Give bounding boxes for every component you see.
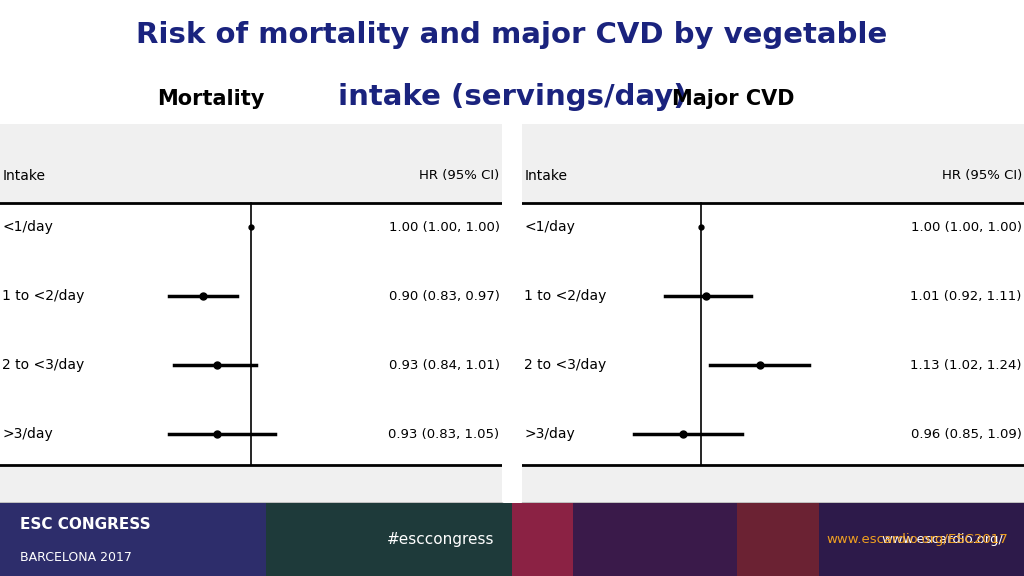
Text: HR (95% CI): HR (95% CI) <box>419 169 500 182</box>
Text: Risk of mortality and major CVD by vegetable: Risk of mortality and major CVD by veget… <box>136 21 888 49</box>
Text: P-trend=0.38: P-trend=0.38 <box>885 532 969 545</box>
Text: >3/day: >3/day <box>2 427 53 441</box>
Text: 1.00 (1.00, 1.00): 1.00 (1.00, 1.00) <box>388 221 500 234</box>
Text: 1 to <2/day: 1 to <2/day <box>524 289 606 304</box>
Text: P-trend=0.12: P-trend=0.12 <box>352 532 436 545</box>
Bar <box>266 503 512 576</box>
Text: intake (servings/day): intake (servings/day) <box>338 83 686 111</box>
Bar <box>522 203 1024 465</box>
Text: 1.00 (1.00, 1.00): 1.00 (1.00, 1.00) <box>910 221 1022 234</box>
Bar <box>512 503 573 576</box>
Text: 1 to <2/day: 1 to <2/day <box>2 289 85 304</box>
Text: 0.96 (0.85, 1.09): 0.96 (0.85, 1.09) <box>911 427 1022 441</box>
Text: Intake: Intake <box>524 169 567 183</box>
Text: Mortality: Mortality <box>157 89 264 109</box>
Text: 0.93 (0.83, 1.05): 0.93 (0.83, 1.05) <box>388 427 500 441</box>
Text: <1/day: <1/day <box>2 221 53 234</box>
Bar <box>0 203 502 465</box>
Text: >3/day: >3/day <box>524 427 575 441</box>
Text: 2 to <3/day: 2 to <3/day <box>524 358 606 372</box>
Bar <box>0 503 266 576</box>
Text: #esccongress: #esccongress <box>387 532 494 547</box>
Text: Major CVD: Major CVD <box>672 89 795 109</box>
Bar <box>819 503 1024 576</box>
Text: BARCELONA 2017: BARCELONA 2017 <box>20 551 132 564</box>
Text: 2 to <3/day: 2 to <3/day <box>2 358 85 372</box>
Text: ESC CONGRESS: ESC CONGRESS <box>20 517 152 532</box>
Text: <1/day: <1/day <box>524 221 575 234</box>
Text: 0.93 (0.84, 1.01): 0.93 (0.84, 1.01) <box>388 359 500 372</box>
Text: HR (95% CI): HR (95% CI) <box>941 169 1022 182</box>
Text: 0.90 (0.83, 0.97): 0.90 (0.83, 0.97) <box>389 290 500 303</box>
Text: Intake: Intake <box>2 169 45 183</box>
Bar <box>737 503 819 576</box>
Text: 1.13 (1.02, 1.24): 1.13 (1.02, 1.24) <box>910 359 1022 372</box>
Text: 1.01 (0.92, 1.11): 1.01 (0.92, 1.11) <box>910 290 1022 303</box>
Bar <box>573 503 737 576</box>
Text: www.escardio.org/: www.escardio.org/ <box>882 533 1004 546</box>
Text: www.escardio.org/ESC2017: www.escardio.org/ESC2017 <box>827 533 1009 546</box>
